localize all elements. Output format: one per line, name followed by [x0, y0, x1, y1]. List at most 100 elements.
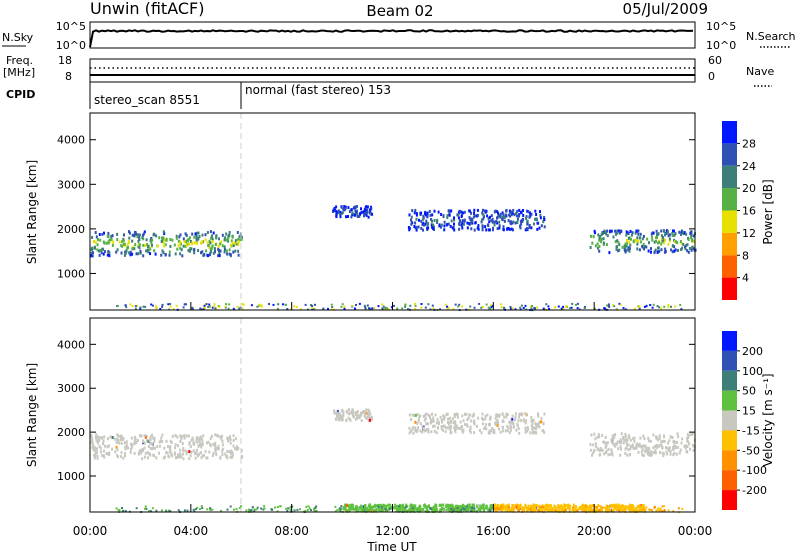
ground-scatter-cell: [439, 308, 442, 311]
ground-scatter-cell: [424, 510, 427, 513]
echo-cell: [116, 433, 119, 437]
echo-cell: [427, 430, 430, 434]
echo-cell: [473, 508, 476, 512]
echo-cell: [437, 210, 440, 214]
echo-cell: [96, 456, 99, 460]
echo-cell: [433, 219, 436, 222]
echo-cell: [656, 438, 659, 442]
ground-scatter-cell: [658, 306, 661, 309]
echo-cell: [428, 414, 431, 418]
echo-cell: [505, 415, 508, 419]
echo-cell: [365, 509, 368, 513]
echo-cell: [662, 439, 664, 443]
echo-cell: [440, 213, 443, 216]
echo-cell: [356, 410, 359, 413]
echo-cell: [160, 436, 163, 440]
echo-cell: [91, 254, 94, 258]
echo-cell: [138, 237, 141, 241]
echo-cell: [624, 432, 627, 436]
echo-cell: [598, 249, 601, 253]
echo-cell: [494, 421, 497, 425]
echo-cell: [484, 225, 487, 229]
ground-scatter-cell: [228, 303, 231, 306]
echo-cell: [628, 240, 631, 244]
ground-scatter-cell: [427, 303, 430, 306]
ground-scatter-cell: [661, 510, 664, 513]
echo-cell: [593, 229, 596, 233]
echo-cell: [211, 240, 214, 244]
echo-cell: [372, 505, 375, 509]
echo-cell: [482, 422, 485, 426]
echo-cell: [238, 235, 241, 239]
echo-cell: [518, 415, 521, 419]
echo-cell: [640, 445, 643, 449]
power-ylabel: Slant Range [km]: [25, 160, 39, 264]
echo-cell: [467, 508, 470, 512]
echo-cell: [507, 506, 510, 510]
echo-cell: [516, 503, 518, 507]
ground-scatter-cell: [344, 507, 347, 510]
echo-cell: [151, 433, 153, 437]
echo-cell: [512, 208, 515, 212]
echo-cell: [501, 412, 504, 416]
echo-cell: [615, 442, 618, 446]
echo-cell: [200, 251, 202, 255]
echo-cell: [526, 227, 528, 230]
ground-scatter-cell: [404, 305, 407, 308]
ground-scatter-cell: [452, 509, 455, 512]
echo-cell: [516, 214, 518, 218]
echo-cell: [503, 415, 506, 419]
echo-cell: [176, 435, 179, 439]
echo-cell: [337, 412, 340, 416]
echo-cell: [543, 225, 546, 229]
ground-scatter-cell: [245, 509, 248, 512]
echo-cell: [163, 238, 166, 242]
ground-scatter-cell: [619, 303, 622, 306]
echo-cell: [220, 437, 223, 441]
echo-cell: [517, 507, 520, 511]
ground-scatter-cell: [183, 303, 186, 306]
echo-cell: [228, 233, 231, 237]
echo-cell: [662, 235, 664, 239]
echo-cell: [606, 507, 609, 510]
echo-cell: [149, 247, 152, 251]
echo-cell: [99, 238, 102, 242]
echo-cell: [532, 418, 535, 422]
echo-cell: [232, 434, 235, 438]
ground-scatter-cell: [289, 506, 292, 509]
echo-cell: [432, 416, 435, 420]
echo-cell: [362, 210, 365, 214]
echo-cell: [602, 237, 605, 241]
echo-cell: [158, 444, 161, 448]
echo-cell: [692, 234, 695, 238]
echo-cell: [118, 240, 121, 244]
echo-cell: [601, 433, 604, 437]
echo-cell: [660, 440, 663, 444]
echo-cell: [408, 431, 411, 435]
ground-scatter-cell: [452, 308, 455, 311]
echo-cell: [634, 507, 637, 511]
echo-cell: [240, 449, 243, 452]
echo-cell: [98, 436, 101, 440]
ground-scatter-cell: [185, 303, 187, 306]
y-tick-label: 2000: [57, 223, 85, 236]
ground-scatter-cell: [186, 509, 189, 512]
echo-cell: [629, 506, 632, 510]
echo-cell: [348, 408, 350, 412]
echo-cell: [658, 434, 661, 438]
echo-cell: [351, 507, 354, 511]
echo-cell: [209, 236, 212, 240]
echo-cell: [524, 430, 527, 434]
echo-cell: [164, 253, 167, 257]
nsky-trace: [89, 29, 694, 48]
echo-cell: [115, 440, 118, 444]
ground-scatter-cell: [563, 510, 566, 513]
echo-cell: [516, 217, 519, 221]
ground-scatter-cell: [371, 307, 374, 310]
echo-cell: [692, 247, 695, 251]
ground-scatter-cell: [134, 305, 137, 308]
echo-cell: [687, 238, 690, 241]
ground-scatter-cell: [420, 303, 423, 305]
echo-cell: [502, 505, 505, 509]
echo-cell: [180, 242, 182, 246]
